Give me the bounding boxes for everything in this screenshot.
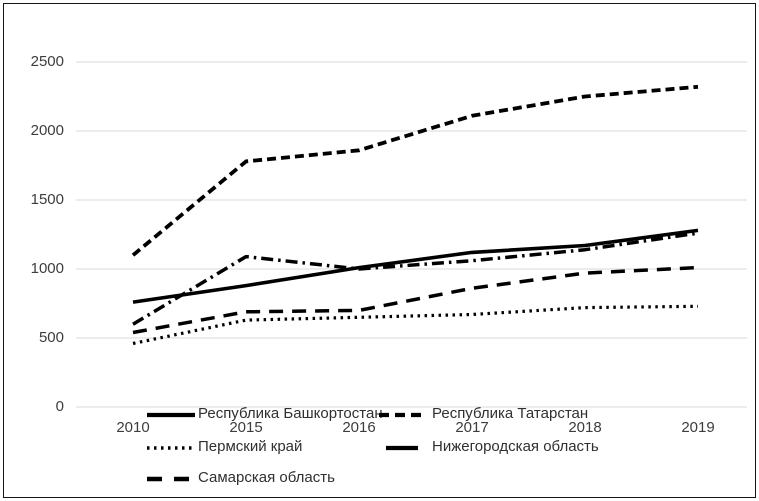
- y-axis-tick-1000: 1000: [30, 260, 64, 277]
- legend-key-long-dash-icon: [146, 472, 194, 490]
- y-axis-tick-1500: 1500: [30, 191, 64, 208]
- series-lines: [131, 84, 699, 346]
- legend-key-dot-icon: [146, 441, 194, 459]
- figure-border: [3, 3, 756, 498]
- x-axis-tick-2015: 2015: [229, 419, 263, 436]
- x-axis-tick-2010: 2010: [116, 419, 150, 436]
- series-line-4: [132, 265, 699, 335]
- legend-key-dash-icon: [378, 408, 426, 426]
- legend-label-bashkortostan: Республика Башкортостан: [198, 405, 383, 422]
- series-line-3: [132, 231, 699, 326]
- y-axis-tick-2000: 2000: [30, 122, 64, 139]
- gridlines: [76, 61, 747, 408]
- series-line-0: [132, 228, 699, 304]
- x-axis-tick-2018: 2018: [568, 419, 602, 436]
- legend-label-tatarstan: Республика Татарстан: [432, 405, 589, 422]
- y-axis-tick-2500: 2500: [30, 53, 64, 70]
- x-axis-tick-2017: 2017: [455, 419, 489, 436]
- series-line-1: [131, 84, 699, 257]
- legend-label-permsky-krai: Пермский край: [198, 438, 303, 455]
- x-axis-tick-2016: 2016: [342, 419, 376, 436]
- y-axis-tick-0: 0: [55, 398, 64, 415]
- legend-key-solid-icon: [146, 408, 196, 426]
- legend-label-samarskaya: Самарская область: [198, 469, 335, 486]
- legend-key-solid-short-icon: [380, 441, 426, 459]
- legend-label-nizhegorodskaya: Нижегородская область: [432, 438, 599, 455]
- x-axis-tick-2019: 2019: [681, 419, 715, 436]
- y-axis-tick-500: 500: [38, 329, 64, 346]
